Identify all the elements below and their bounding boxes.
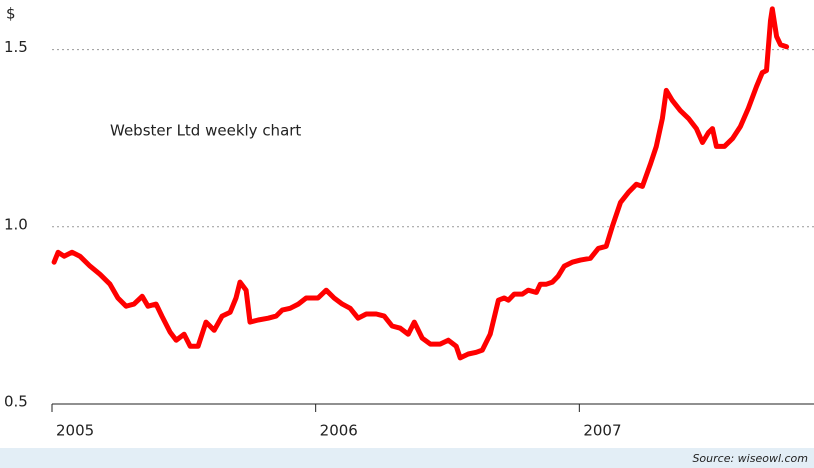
y-tick-label: 0.5 <box>4 393 28 411</box>
chart-title: Webster Ltd weekly chart <box>110 122 301 140</box>
y-tick-label: 1.0 <box>4 215 28 233</box>
x-tick-label: 2005 <box>56 422 94 440</box>
x-tick-label: 2006 <box>320 422 358 440</box>
y-tick-label: 1.5 <box>4 38 28 56</box>
price-line <box>51 6 790 361</box>
source-band <box>0 448 814 468</box>
source: Source: wiseowl.com <box>692 452 808 465</box>
y-axis-label: $ <box>6 5 16 23</box>
x-tick-label: 2007 <box>583 422 621 440</box>
